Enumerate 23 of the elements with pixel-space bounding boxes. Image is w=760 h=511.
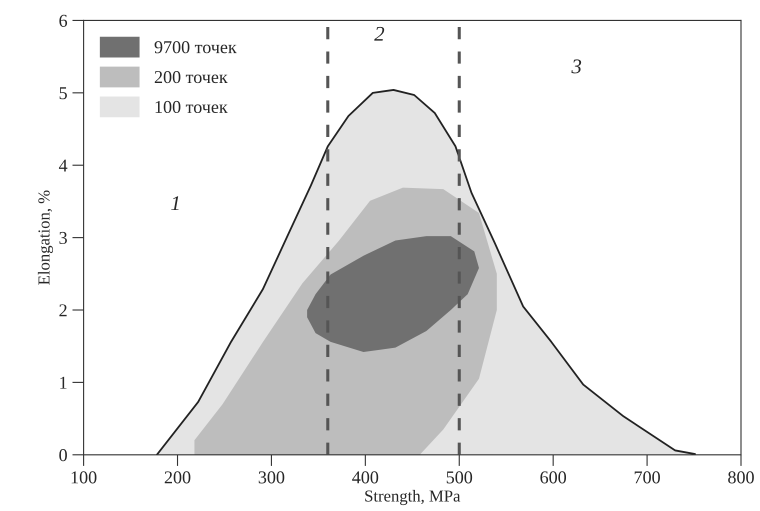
- annotation: 1: [171, 196, 179, 210]
- x-axis-title: Strength, MPa: [365, 490, 460, 506]
- y-tick-label: 4: [58, 160, 68, 172]
- y-tick-label: 3: [59, 232, 67, 244]
- y-axis-title: Elongation, %: [38, 190, 54, 285]
- x-tick-label: 400: [352, 471, 378, 484]
- y-tick-label: 1: [60, 376, 67, 389]
- x-tick-label: 300: [258, 471, 284, 484]
- x-tick-label: 500: [446, 471, 472, 484]
- y-tick-label: 6: [59, 14, 68, 27]
- y-tick-label: 5: [60, 87, 67, 100]
- legend-label: 200 точек: [154, 70, 228, 84]
- y-tick-label: 0: [59, 449, 67, 462]
- x-tick-label: 600: [540, 471, 566, 484]
- x-tick-label: 100: [72, 471, 96, 484]
- legend-label: 9700 точек: [154, 41, 237, 54]
- x-tick-label: 800: [728, 471, 754, 484]
- x-tick-label: 700: [634, 471, 660, 484]
- annotation: 2: [374, 26, 384, 41]
- x-tick-label: 200: [164, 471, 190, 484]
- y-tick-label: 2: [59, 304, 67, 316]
- annotation: 3: [571, 59, 582, 74]
- legend-label: 100 точек: [156, 100, 228, 114]
